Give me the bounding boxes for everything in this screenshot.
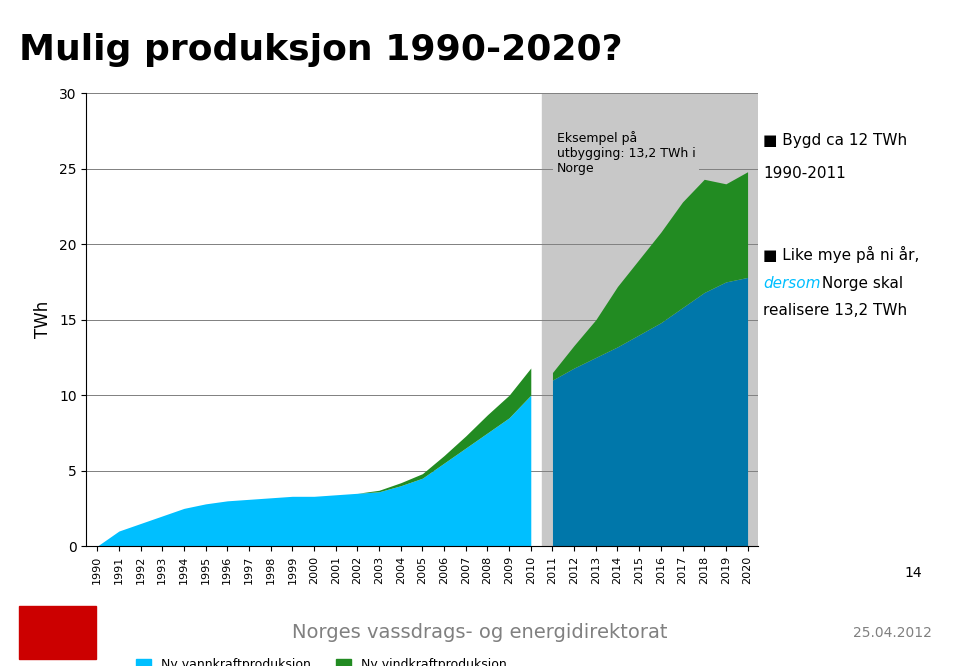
Text: Norges vassdrags- og energidirektorat: Norges vassdrags- og energidirektorat	[292, 623, 668, 642]
Text: 25.04.2012: 25.04.2012	[853, 625, 932, 640]
Text: ■ Like mye på ni år,: ■ Like mye på ni år,	[763, 246, 920, 264]
Text: Eksempel på
utbygging: 13,2 TWh i
Norge: Eksempel på utbygging: 13,2 TWh i Norge	[557, 131, 696, 175]
Text: dersom: dersom	[763, 276, 821, 292]
Text: NVE: NVE	[46, 627, 69, 638]
Bar	[541, 93, 758, 546]
Text: 1990-2011: 1990-2011	[763, 166, 846, 182]
Text: ■ Bygd ca 12 TWh: ■ Bygd ca 12 TWh	[763, 133, 907, 149]
Y-axis label: TWh: TWh	[35, 301, 52, 338]
Text: 14: 14	[904, 565, 922, 580]
Text: Norge skal: Norge skal	[817, 276, 903, 292]
Bar	[19, 606, 96, 659]
Legend: Ny vannkraftproduksjon, Ny vindkraftproduksjon: Ny vannkraftproduksjon, Ny vindkraftprod…	[132, 653, 512, 666]
Text: Mulig produksjon 1990-2020?: Mulig produksjon 1990-2020?	[19, 33, 623, 67]
Text: realisere 13,2 TWh: realisere 13,2 TWh	[763, 303, 907, 318]
